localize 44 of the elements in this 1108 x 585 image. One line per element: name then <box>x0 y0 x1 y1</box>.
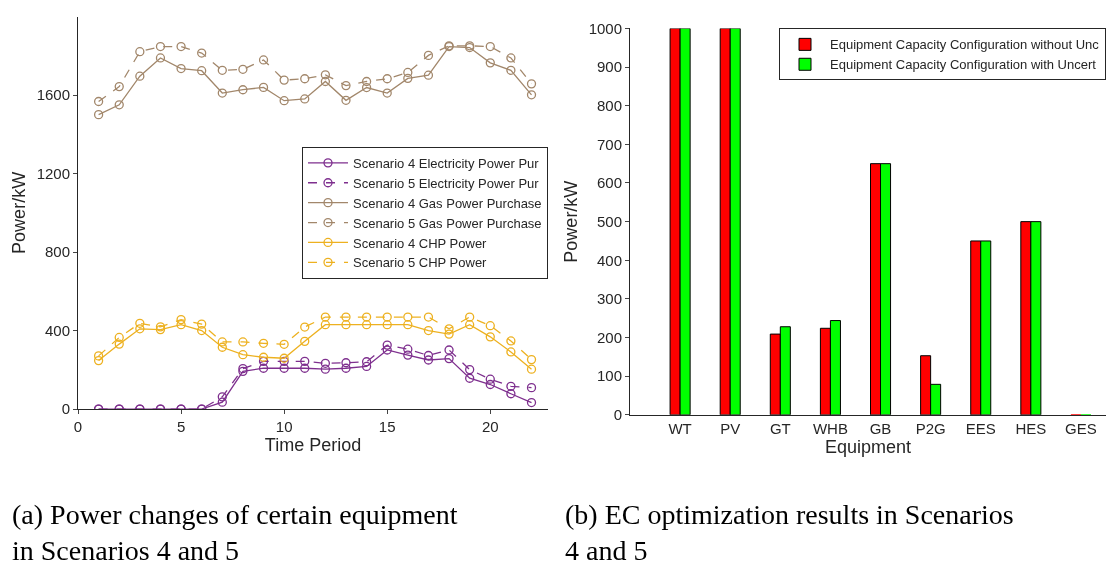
x-tick-label: GES <box>1065 419 1097 437</box>
x-tick-label: PV <box>720 419 741 437</box>
y-tick-label: 1200 <box>36 164 70 182</box>
legend-label: Scenario 4 CHP Power <box>353 235 488 251</box>
y-tick-label: 200 <box>596 328 622 346</box>
y-tick-label: 700 <box>596 135 622 153</box>
y-tick-label: 100 <box>596 367 622 385</box>
x-tick-label: WHB <box>812 419 848 437</box>
x-tick-label: GT <box>769 419 791 437</box>
y-tick-label: 800 <box>596 96 622 114</box>
legend-label: Scenario 5 Gas Power Purchase <box>353 215 542 231</box>
x-tick-label: GB <box>869 419 892 437</box>
y-tick-label: 300 <box>596 290 622 308</box>
y-axis-title: Power/kW <box>560 180 581 263</box>
x-tick-label: WT <box>668 419 692 437</box>
legend-label: Scenario 5 Electricity Power Pur <box>353 175 540 191</box>
y-tick-label: 900 <box>596 58 622 76</box>
text: (a) Power changes of certain equipment in Scenarios 4 and 5 <box>12 499 458 567</box>
text: (b) EC optimization results in Scenarios 4 and 5 <box>565 499 1014 567</box>
y-axis-title: Power/kW <box>8 171 29 254</box>
x-tick-label: 10 <box>275 418 293 436</box>
legend-label: Equipment Capacity Configuration without Unc <box>830 37 1100 53</box>
y-tick-label: 600 <box>596 174 622 192</box>
x-tick-label: 15 <box>378 418 396 436</box>
y-tick-label: 1600 <box>36 86 70 104</box>
legend-label: Scenario 4 Gas Power Purchase <box>353 195 542 211</box>
legend-label: Scenario 5 CHP Power <box>353 255 488 271</box>
x-tick-label: 0 <box>73 418 83 436</box>
x-tick-label: 5 <box>176 418 186 436</box>
x-axis-title: Equipment <box>824 436 912 457</box>
y-tick-label: 0 <box>61 400 70 418</box>
legend-label: Equipment Capacity Configuration with Uncert <box>830 57 1097 73</box>
y-tick-label: 500 <box>596 212 622 230</box>
y-tick-label: 400 <box>44 321 70 339</box>
y-tick-label: 800 <box>44 243 70 261</box>
x-tick-label: P2G <box>915 419 946 437</box>
x-tick-label: 20 <box>481 418 499 436</box>
y-tick-label: 400 <box>596 251 622 269</box>
y-tick-label: 1000 <box>588 19 622 37</box>
legend-label: Scenario 4 Electricity Power Pur <box>353 155 540 171</box>
x-tick-label: HES <box>1015 419 1047 437</box>
x-tick-label: EES <box>965 419 996 437</box>
y-tick-label: 0 <box>613 406 622 424</box>
x-axis-title: Time Period <box>264 435 362 456</box>
